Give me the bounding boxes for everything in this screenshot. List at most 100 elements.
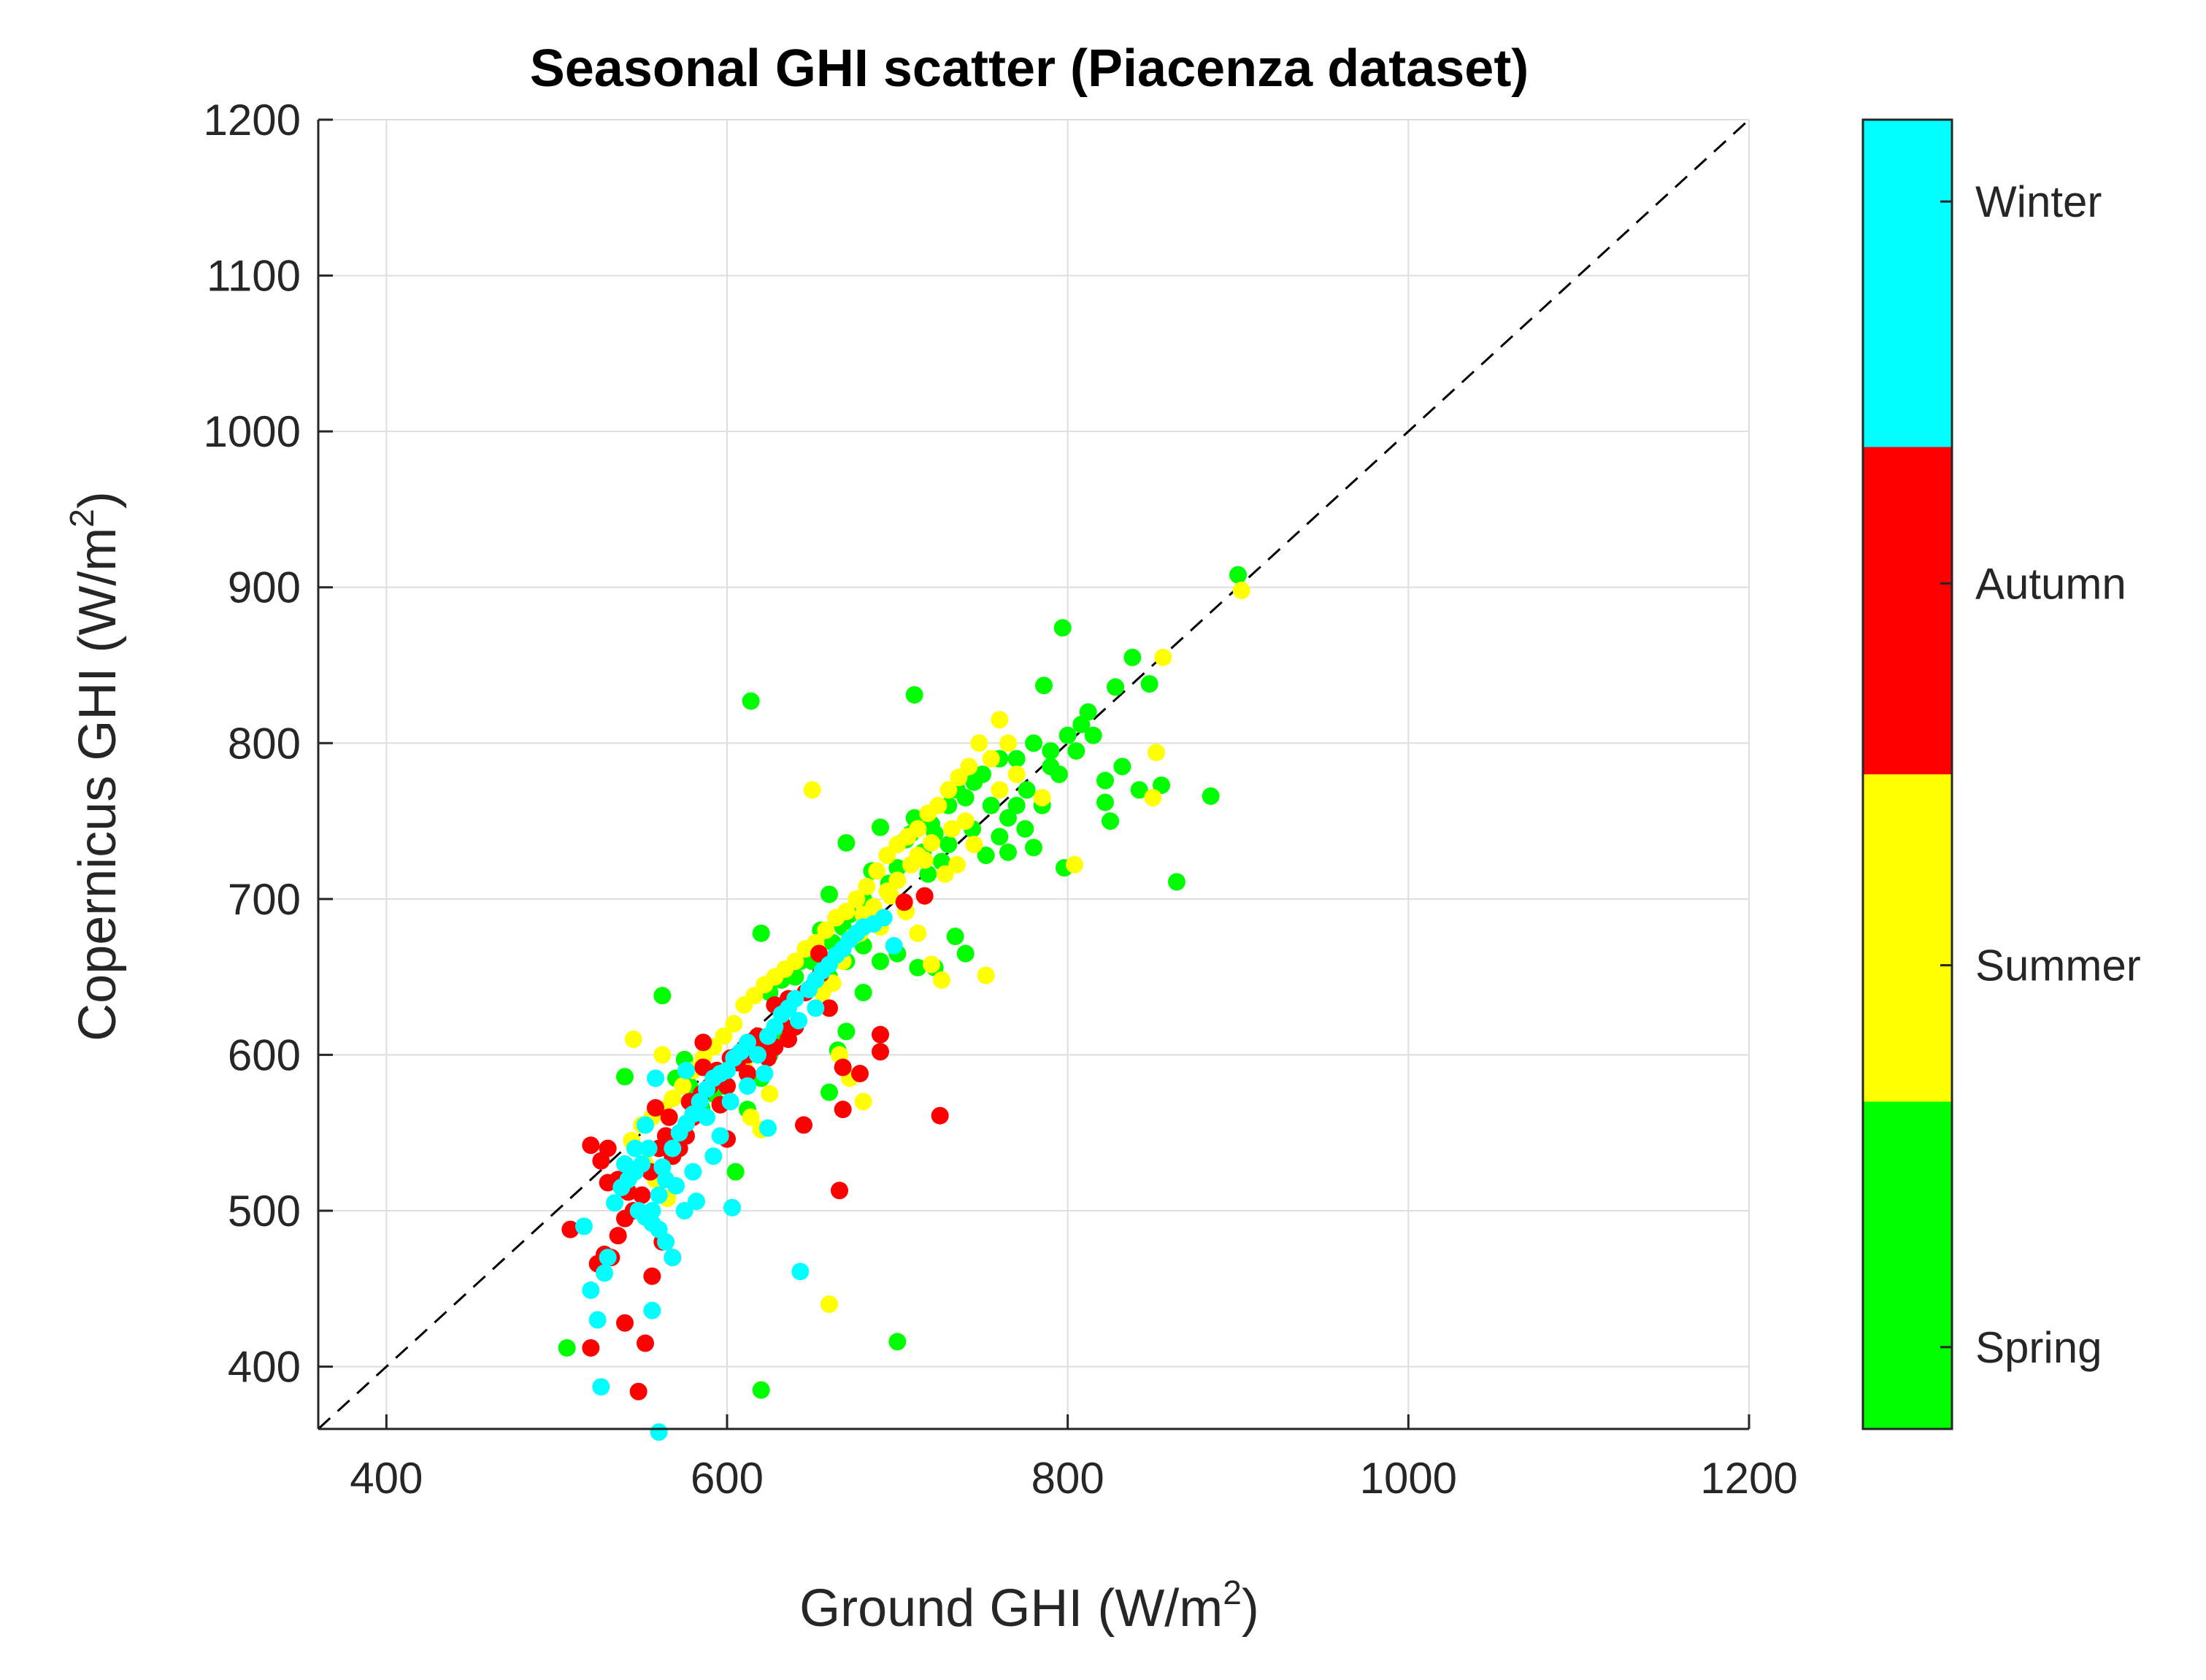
colorbar-segment-winter	[1863, 120, 1952, 447]
spring-point	[905, 686, 923, 704]
summer-point	[965, 836, 983, 854]
autumn-point	[561, 1220, 580, 1238]
summer-point	[796, 940, 815, 958]
y-axis-label: Copernicus GHI (W/m2)	[63, 491, 127, 1041]
summer-point	[936, 865, 954, 883]
summer-point	[858, 877, 876, 895]
spring-point	[742, 692, 760, 710]
winter-point	[756, 1065, 774, 1083]
autumn-point	[834, 1101, 852, 1119]
autumn-point	[599, 1174, 617, 1192]
summer-point	[991, 781, 1009, 799]
colorbar-border	[1861, 118, 1953, 1430]
summer-point	[909, 847, 927, 865]
winter-point	[650, 1423, 668, 1441]
autumn-point	[647, 1099, 664, 1117]
spring-point	[982, 796, 1000, 814]
series-summer	[623, 581, 1250, 1314]
winter-point	[790, 1012, 807, 1030]
season-colorbar: Spring Summer Autumn Winter	[1861, 118, 2141, 1430]
spring-point	[837, 1022, 856, 1041]
autumn-point	[810, 944, 828, 963]
summer-point	[950, 768, 968, 787]
summer-point	[923, 833, 940, 852]
summer-point	[817, 921, 835, 939]
summer-point	[1154, 648, 1172, 666]
winter-point	[596, 1264, 613, 1282]
spring-point	[820, 1083, 838, 1101]
reference-line-dashed	[317, 118, 1750, 1430]
x-tick-label: 600	[691, 1454, 764, 1503]
summer-point	[956, 812, 975, 831]
summer-point	[948, 855, 966, 874]
autumn-point	[582, 1338, 600, 1357]
summer-point	[674, 1077, 692, 1095]
winter-point	[791, 1263, 810, 1281]
winter-point	[698, 1108, 715, 1126]
summer-point	[820, 1295, 838, 1314]
winter-point	[721, 1093, 739, 1111]
y-tick-label: 500	[228, 1187, 301, 1236]
winter-point	[684, 1163, 702, 1181]
summer-point	[970, 734, 988, 752]
autumn-point	[872, 1025, 889, 1044]
winter-point	[626, 1139, 644, 1157]
spring-point	[999, 809, 1017, 827]
summer-point	[725, 1014, 743, 1033]
y-tick-label: 700	[228, 875, 301, 924]
summer-point	[715, 1027, 733, 1045]
scatter-points	[558, 566, 1250, 1441]
grid-lines	[318, 119, 1750, 1429]
spring-point	[726, 1163, 745, 1181]
summer-point	[756, 976, 774, 994]
summer-point	[878, 882, 896, 901]
winter-point	[664, 1139, 682, 1157]
spring-point	[1050, 766, 1068, 783]
spring-point	[888, 859, 907, 877]
summer-point	[735, 996, 753, 1014]
spring-point	[1153, 776, 1170, 794]
winter-point	[739, 1077, 756, 1095]
chart-title: Seasonal GHI scatter (Piacenza dataset)	[530, 39, 1529, 98]
winter-point	[647, 1069, 664, 1087]
summer-point	[854, 1093, 872, 1111]
autumn-point	[616, 1314, 634, 1332]
autumn-point	[694, 1058, 712, 1076]
spring-point	[1168, 873, 1185, 891]
autumn-point	[872, 1043, 889, 1061]
autumn-point	[834, 1058, 852, 1076]
spring-point	[820, 885, 838, 903]
summer-point	[999, 734, 1017, 752]
winter-point	[639, 1139, 658, 1157]
y-tick-label: 900	[228, 563, 301, 612]
spring-point	[1113, 758, 1131, 776]
spring-point	[854, 984, 872, 1001]
summer-point	[939, 781, 958, 799]
summer-point	[827, 909, 845, 927]
summer-point	[943, 820, 961, 838]
summer-point	[1066, 855, 1083, 874]
spring-point	[1130, 781, 1148, 799]
spring-point	[1016, 820, 1034, 838]
summer-point	[977, 966, 995, 985]
series-winter	[575, 909, 903, 1441]
colorbar-segment-autumn	[1863, 447, 1952, 774]
summer-point	[919, 804, 937, 822]
summer-point	[888, 836, 907, 854]
summer-point	[742, 1108, 760, 1126]
autumn-point	[795, 1116, 812, 1134]
spring-point	[999, 843, 1017, 861]
winter-point	[749, 1046, 766, 1064]
summer-point	[664, 1090, 682, 1108]
autumn-point	[592, 1152, 610, 1170]
autumn-point	[633, 1186, 651, 1204]
winter-point	[675, 1202, 693, 1219]
winter-point	[688, 1192, 705, 1211]
colorbar-label-autumn: Autumn	[1975, 559, 2126, 608]
spring-point	[616, 1068, 634, 1086]
spring-point	[977, 847, 995, 865]
summer-point	[1033, 789, 1051, 807]
spring-point	[974, 766, 991, 783]
spring-point	[1140, 675, 1158, 693]
summer-point	[1232, 581, 1250, 599]
